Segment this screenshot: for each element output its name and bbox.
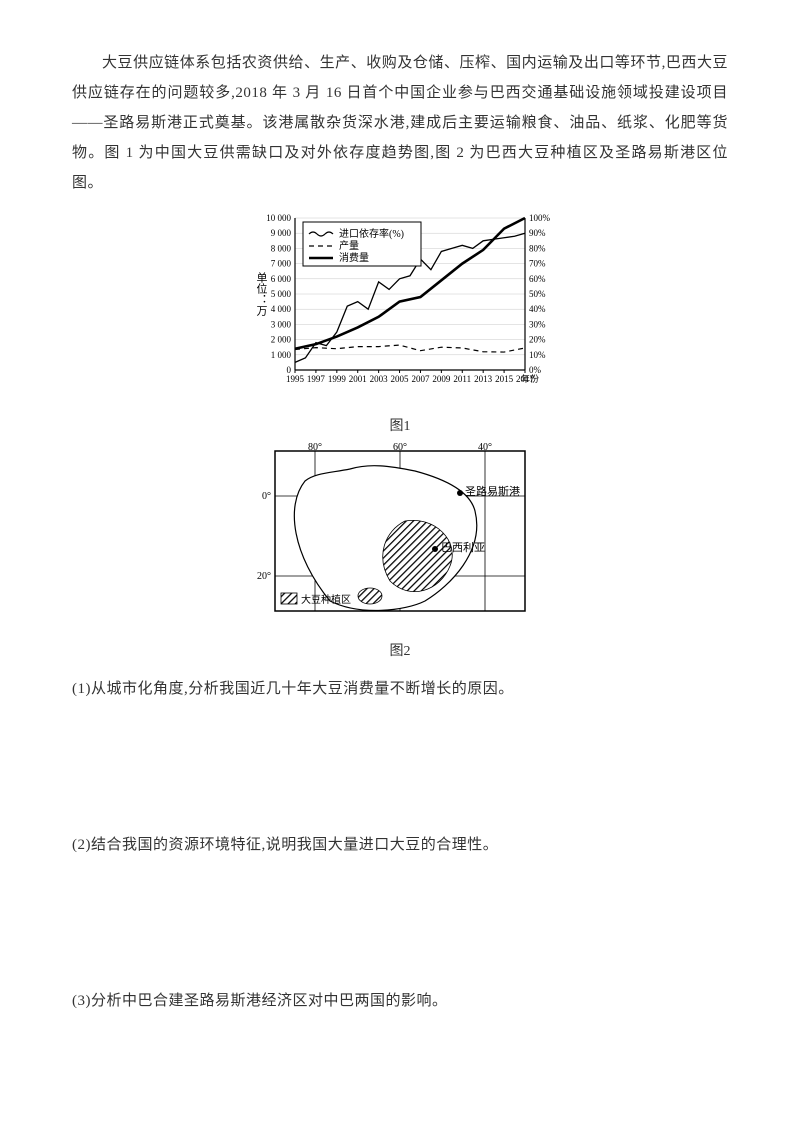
svg-text:2009: 2009 — [432, 374, 451, 384]
svg-text:圣路易斯港: 圣路易斯港 — [465, 485, 520, 498]
svg-text:2013: 2013 — [474, 374, 493, 384]
svg-text:2005: 2005 — [391, 374, 410, 384]
svg-text:5 000: 5 000 — [271, 289, 292, 299]
svg-text:1 000: 1 000 — [271, 350, 292, 360]
svg-text:1999: 1999 — [328, 374, 347, 384]
svg-text:30%: 30% — [529, 319, 546, 329]
question-2: (2)结合我国的资源环境特征,说明我国大量进口大豆的合理性。 — [72, 830, 728, 860]
svg-text:4 000: 4 000 — [271, 304, 292, 314]
svg-text:10 000: 10 000 — [266, 213, 291, 223]
svg-text:7 000: 7 000 — [271, 259, 292, 269]
svg-text:单位：万: 单位：万 — [255, 272, 268, 316]
svg-text:90%: 90% — [529, 228, 546, 238]
intro-paragraph: 大豆供应链体系包括农资供给、生产、收购及仓储、压榨、国内运输及出口等环节,巴西大… — [72, 48, 728, 198]
svg-text:进口依存率(%): 进口依存率(%) — [339, 227, 404, 240]
svg-text:60°: 60° — [393, 442, 407, 453]
svg-text:2011: 2011 — [453, 374, 471, 384]
svg-text:80°: 80° — [308, 442, 322, 453]
svg-text:2001: 2001 — [349, 374, 367, 384]
svg-text:3 000: 3 000 — [271, 319, 292, 329]
svg-text:70%: 70% — [529, 259, 546, 269]
svg-text:2 000: 2 000 — [271, 335, 292, 345]
figure-2-caption: 图2 — [72, 638, 728, 666]
figure-1-chart: 01 0002 0003 0004 0005 0006 0007 0008 00… — [245, 206, 555, 411]
svg-text:100%: 100% — [529, 213, 551, 223]
svg-text:1997: 1997 — [307, 374, 326, 384]
svg-text:2003: 2003 — [370, 374, 389, 384]
question-1: (1)从城市化角度,分析我国近几十年大豆消费量不断增长的原因。 — [72, 674, 728, 704]
svg-text:8 000: 8 000 — [271, 243, 292, 253]
svg-text:6 000: 6 000 — [271, 274, 292, 284]
svg-text:40%: 40% — [529, 304, 546, 314]
svg-text:2007: 2007 — [411, 374, 430, 384]
svg-text:50%: 50% — [529, 289, 546, 299]
svg-text:1995: 1995 — [286, 374, 305, 384]
svg-text:60%: 60% — [529, 274, 546, 284]
svg-text:9 000: 9 000 — [271, 228, 292, 238]
svg-text:0°: 0° — [262, 491, 271, 502]
svg-text:2015: 2015 — [495, 374, 514, 384]
svg-text:大豆种植区: 大豆种植区 — [301, 593, 351, 606]
svg-text:巴西利亚: 巴西利亚 — [441, 541, 485, 554]
svg-text:年份: 年份 — [521, 373, 539, 384]
figure-2-map: 80° 60° 40° 0° 20° 圣路易斯港巴西利亚大豆种植区 — [245, 441, 555, 636]
answer-space-2 — [72, 860, 728, 980]
figure-1-caption: 图1 — [72, 413, 728, 441]
svg-text:消费量: 消费量 — [339, 251, 369, 264]
answer-space-1 — [72, 704, 728, 824]
svg-text:10%: 10% — [529, 350, 546, 360]
svg-text:80%: 80% — [529, 243, 546, 253]
svg-text:产量: 产量 — [339, 239, 359, 252]
svg-text:40°: 40° — [478, 442, 492, 453]
svg-text:20°: 20° — [257, 571, 271, 582]
svg-text:20%: 20% — [529, 335, 546, 345]
figures-block: 01 0002 0003 0004 0005 0006 0007 0008 00… — [72, 206, 728, 666]
question-3: (3)分析中巴合建圣路易斯港经济区对中巴两国的影响。 — [72, 986, 728, 1016]
